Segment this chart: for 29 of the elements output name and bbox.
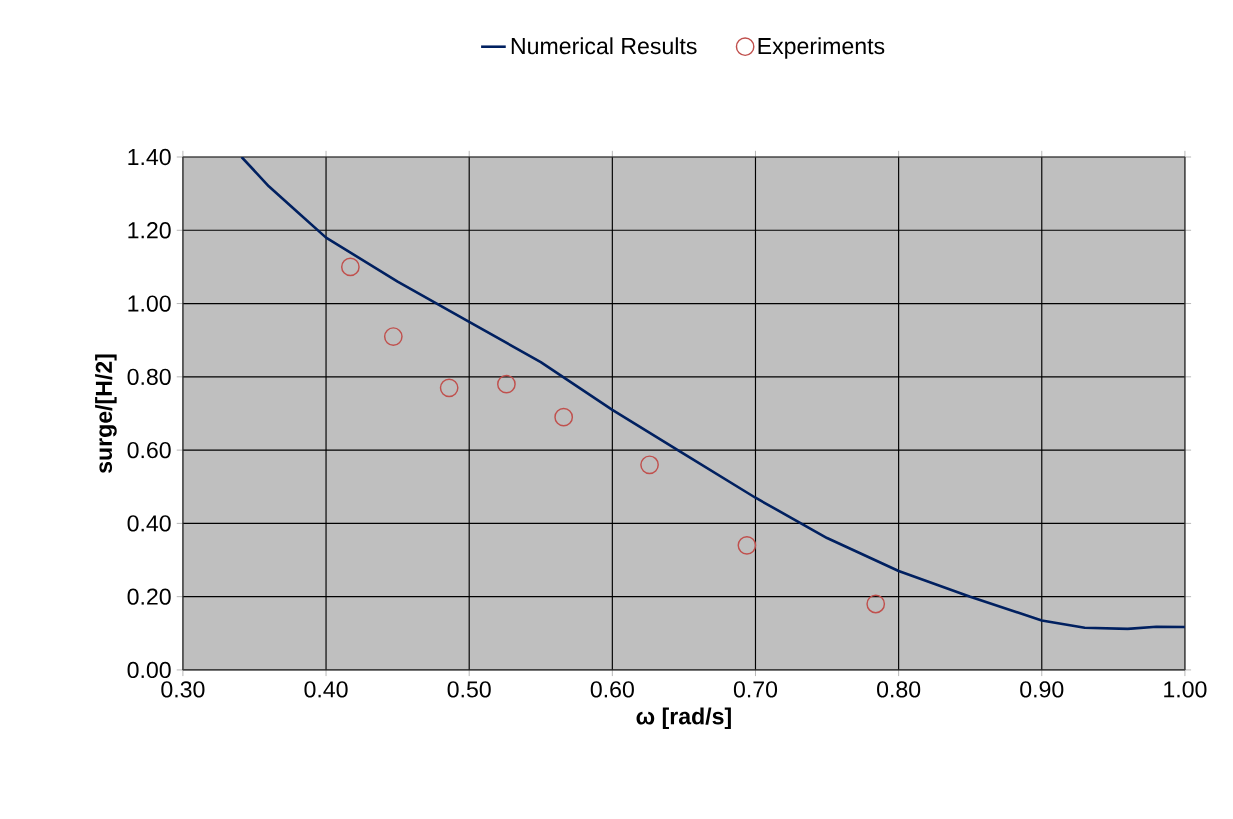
y-tick-label: 1.20 <box>128 222 171 239</box>
x-tick-label: 0.40 <box>304 681 348 698</box>
x-tick-label: 0.60 <box>590 681 634 698</box>
y-axis-title: surge/[H/2] <box>95 354 117 473</box>
point <box>439 378 459 398</box>
x-tick-label: 0.70 <box>733 681 778 698</box>
x-tick-label: 0.50 <box>447 681 491 698</box>
line-series <box>240 156 1185 631</box>
y-tick-label: 1.40 <box>128 148 171 166</box>
point <box>866 594 886 614</box>
y-tick-label: 0.80 <box>127 368 171 385</box>
x-tick-label: 0.30 <box>161 681 205 698</box>
y-tick-label: 0.40 <box>127 515 171 532</box>
x-tick-label: 1.00 <box>1164 681 1207 698</box>
y-tick-label: 0.20 <box>127 588 171 605</box>
point <box>554 407 574 427</box>
legend-label: Numerical Results <box>511 37 697 55</box>
x-axis-title: ω [rad/s] <box>636 707 731 729</box>
x-tick-label: 0.90 <box>1020 681 1064 698</box>
point <box>497 374 516 394</box>
point <box>640 455 659 475</box>
x-tick-label: 0.80 <box>877 681 921 698</box>
point <box>340 257 360 277</box>
y-tick-label: 0.60 <box>127 441 171 459</box>
legend-label: Experiments <box>758 37 885 59</box>
point <box>383 327 403 346</box>
y-tick-label: 0.00 <box>127 661 171 679</box>
point <box>737 535 757 555</box>
y-tick-label: 1.00 <box>128 295 171 312</box>
